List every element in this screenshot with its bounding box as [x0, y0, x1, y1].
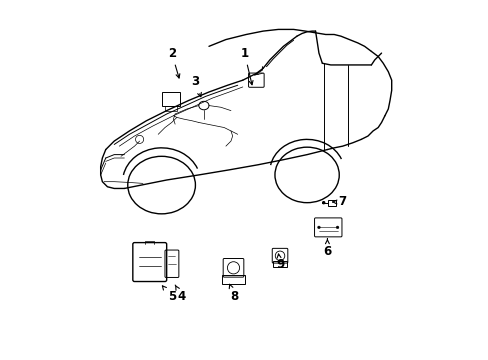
- Text: 8: 8: [229, 284, 238, 303]
- Text: 9: 9: [275, 254, 284, 271]
- Text: 1: 1: [240, 46, 252, 85]
- Circle shape: [317, 226, 320, 229]
- Bar: [161, 92, 180, 105]
- Circle shape: [322, 202, 324, 204]
- Text: 3: 3: [191, 75, 201, 97]
- Text: 6: 6: [323, 239, 331, 257]
- Bar: [164, 105, 177, 111]
- Text: 5: 5: [162, 286, 176, 303]
- Circle shape: [336, 226, 338, 229]
- Text: 4: 4: [175, 285, 185, 303]
- Text: 7: 7: [332, 195, 346, 208]
- Text: 2: 2: [167, 46, 180, 78]
